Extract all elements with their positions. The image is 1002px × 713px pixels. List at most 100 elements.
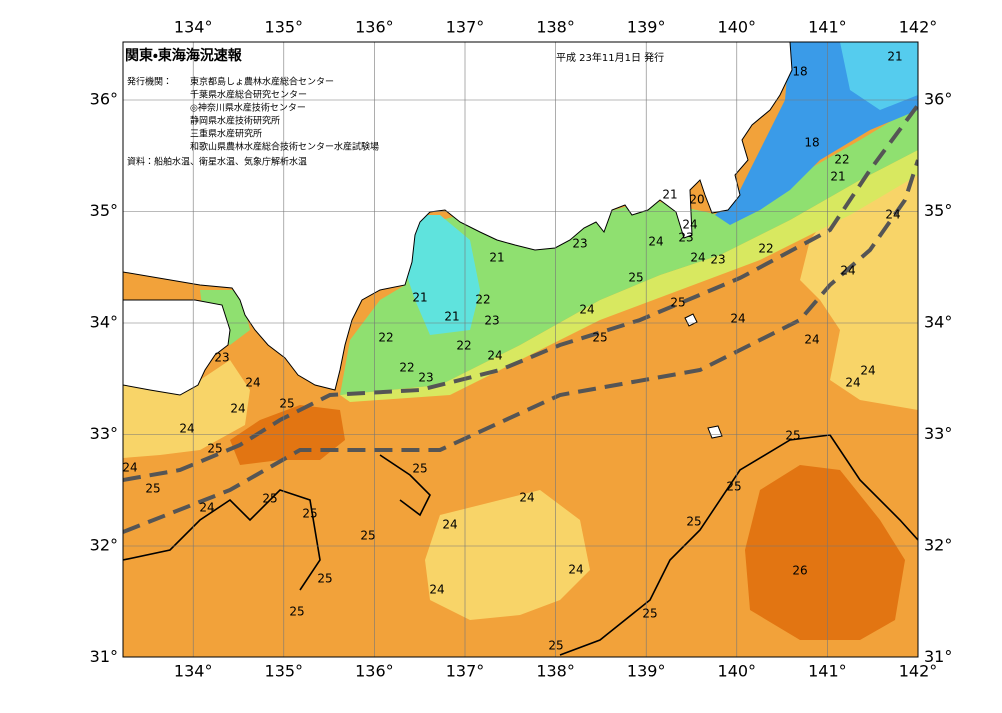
- contour-label: 25: [670, 296, 685, 310]
- contour-label: 25: [592, 331, 607, 345]
- contour-label: 25: [360, 529, 375, 543]
- issuer: 和歌山県農林水産総合技術センター水産試験場: [190, 141, 379, 153]
- contour-label: 23: [710, 253, 725, 267]
- lon-label-bottom: 139°: [627, 662, 666, 681]
- lat-label-left: 34°: [90, 313, 118, 332]
- axis-labels: 134° 134° 135° 135° 136° 136° 137° 137° 138° 138°…: [90, 18, 953, 681]
- contour-label: 22: [758, 242, 773, 256]
- lon-label-top: 134°: [174, 18, 213, 37]
- lat-label-right: 32°: [924, 536, 952, 555]
- contour-label: 23: [214, 351, 229, 365]
- contour-label: 22: [456, 339, 471, 353]
- title: 関東・東海海況速報: [125, 47, 243, 64]
- contour-label: 24: [245, 376, 260, 390]
- contour-label: 20: [689, 193, 704, 207]
- sea-cool: [425, 490, 590, 620]
- contour-label: 21: [830, 170, 845, 184]
- contour-label: 21: [412, 291, 427, 305]
- contour-label: 24: [682, 218, 697, 232]
- lon-label-bottom: 138°: [536, 662, 575, 681]
- lat-label-left: 32°: [90, 536, 118, 555]
- contour-label: 24: [730, 312, 745, 326]
- grid: [123, 42, 918, 657]
- issuers: 東京都島しょ農林水産総合センター千葉県水産総合研究センター◎神奈川県水産技術セン…: [190, 76, 379, 153]
- lon-label-top: 139°: [627, 18, 666, 37]
- contour-label: 23: [484, 314, 499, 328]
- issuers-label: 発行機関：: [127, 76, 172, 88]
- contour-label: 24: [179, 422, 194, 436]
- lon-label-bottom: 135°: [265, 662, 304, 681]
- lon-label-top: 137°: [446, 18, 485, 37]
- contour-label: 25: [207, 442, 222, 456]
- lon-label-bottom: 140°: [718, 662, 757, 681]
- contour-label: 25: [785, 429, 800, 443]
- issuer: ◎神奈川県水産技術センター: [190, 102, 306, 114]
- contour-label: 23: [572, 237, 587, 251]
- issuer: 東京都島しょ農林水産総合センター: [190, 76, 334, 88]
- lon-label-top: 141°: [808, 18, 847, 37]
- contour-label: 24: [804, 333, 819, 347]
- lon-label-bottom: 136°: [355, 662, 394, 681]
- contour-label: 24: [579, 303, 594, 317]
- lat-label-left: 36°: [90, 90, 118, 109]
- lon-label-top: 138°: [536, 18, 575, 37]
- contour-label: 25: [262, 492, 277, 506]
- lon-label-top: 136°: [355, 18, 394, 37]
- contour-label: 24: [122, 461, 137, 475]
- lat-label-right: 33°: [924, 424, 952, 443]
- contour-label: 22: [834, 153, 849, 167]
- contour-label: 23: [678, 231, 693, 245]
- contour-25: [123, 434, 918, 656]
- contour-label: 21: [887, 50, 902, 64]
- lon-label-bottom: 134°: [174, 662, 213, 681]
- sea-band: [405, 215, 480, 335]
- contour-label: 25: [642, 607, 657, 621]
- lat-label-right: 34°: [924, 313, 952, 332]
- kuroshio-axis: [123, 103, 918, 482]
- contour-label: 25: [548, 639, 563, 653]
- contour-label: 24: [860, 364, 875, 378]
- contour-label: 25: [412, 462, 427, 476]
- date: 平成 23年11月1日 発行: [556, 51, 664, 64]
- issuer: 三重県水産研究所: [190, 128, 262, 140]
- contour-label: 24: [885, 208, 900, 222]
- contour-label: 25: [628, 271, 643, 285]
- contour-label: 21: [489, 251, 504, 265]
- contour-label: 24: [690, 251, 705, 265]
- contour-label: 26: [792, 564, 807, 578]
- contour-label: 22: [475, 293, 490, 307]
- contour-label: 24: [568, 563, 583, 577]
- contour-label: 25: [302, 507, 317, 521]
- contour-label: 25: [726, 480, 741, 494]
- land: [123, 299, 231, 396]
- contour-label: 21: [444, 310, 459, 324]
- contour-label: 24: [487, 349, 502, 363]
- lat-label-right: 35°: [924, 201, 952, 220]
- lon-label-bottom: 137°: [446, 662, 485, 681]
- source: 資料：船舶水温、衛星水温、気象庁解析水温: [127, 156, 307, 168]
- contour-label: 25: [317, 572, 332, 586]
- contour-label: 22: [378, 331, 393, 345]
- contour-label: 24: [519, 491, 534, 505]
- contour-label: 18: [804, 136, 819, 150]
- contour-label: 25: [145, 482, 160, 496]
- frame: [122, 41, 919, 658]
- issuer: 静岡県水産技術研究所: [190, 115, 280, 127]
- contour-label: 24: [845, 376, 860, 390]
- contour-label: 25: [279, 397, 294, 411]
- sea-hot: [745, 465, 905, 640]
- lon-label-top: 140°: [718, 18, 757, 37]
- sea-hot: [230, 405, 345, 465]
- lon-label-bottom: 142°: [899, 662, 938, 681]
- kuroshio-axis: [123, 159, 918, 534]
- lat-label-left: 35°: [90, 201, 118, 220]
- contour-label: 18: [792, 65, 807, 79]
- sea-cold: [840, 42, 918, 110]
- contour-label: 23: [418, 371, 433, 385]
- lat-label-right: 31°: [924, 647, 952, 666]
